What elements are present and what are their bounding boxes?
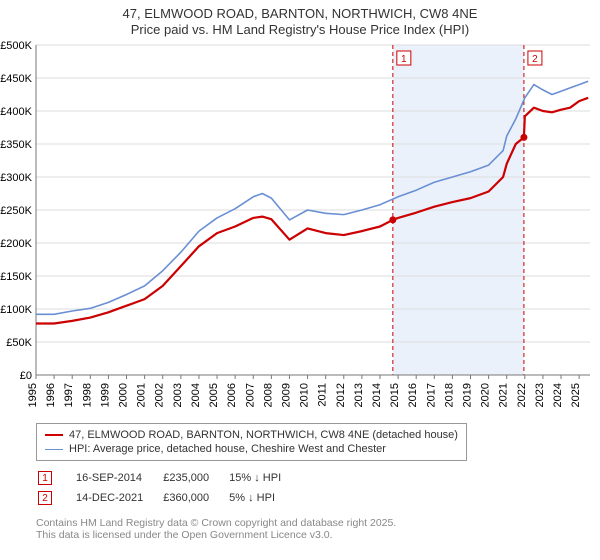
marker-date: 16-SEP-2014 — [76, 469, 161, 487]
chart-titles: 47, ELMWOOD ROAD, BARNTON, NORTHWICH, CW… — [0, 0, 600, 37]
legend-swatch — [45, 434, 63, 436]
x-tick-label: 2002 — [154, 383, 166, 407]
y-tick-label: £100K — [0, 304, 32, 316]
x-tick-label: 2019 — [462, 383, 474, 407]
marker-num-cell: 1 — [38, 469, 74, 487]
x-tick-label: 2012 — [335, 383, 347, 407]
marker-date: 14-DEC-2021 — [76, 489, 161, 507]
legend-box: 47, ELMWOOD ROAD, BARNTON, NORTHWICH, CW… — [36, 423, 467, 461]
x-tick-label: 2017 — [425, 383, 437, 407]
legend-label: HPI: Average price, detached house, Ches… — [69, 443, 386, 455]
marker-delta: 5% ↓ HPI — [229, 489, 299, 507]
x-tick-label: 2007 — [244, 383, 256, 407]
x-tick-label: 1995 — [27, 383, 39, 407]
footer-attribution: Contains HM Land Registry data © Crown c… — [36, 517, 600, 541]
legend-label: 47, ELMWOOD ROAD, BARNTON, NORTHWICH, CW… — [69, 429, 458, 441]
x-tick-label: 2014 — [371, 383, 383, 407]
x-tick-label: 1997 — [63, 383, 75, 407]
x-tick-label: 2003 — [172, 383, 184, 407]
y-tick-label: £300K — [0, 172, 32, 184]
legend-row: 47, ELMWOOD ROAD, BARNTON, NORTHWICH, CW… — [45, 428, 458, 442]
y-tick-label: £500K — [0, 40, 32, 52]
title-line-2: Price paid vs. HM Land Registry's House … — [0, 22, 600, 37]
x-tick-label: 1996 — [45, 383, 57, 407]
footer-line-1: Contains HM Land Registry data © Crown c… — [36, 517, 600, 529]
marker-badge-num: 2 — [532, 54, 538, 65]
x-tick-label: 2000 — [118, 383, 130, 407]
y-tick-label: £0 — [20, 370, 32, 382]
x-tick-label: 2025 — [570, 383, 582, 407]
line-chart-svg: £0 £50K £100K £150K £200K £250K £300K £350K £400… — [0, 37, 600, 417]
chart-area: £0 £50K £100K £150K £200K £250K £300K £350K £400… — [0, 37, 600, 417]
legend-row: HPI: Average price, detached house, Ches… — [45, 442, 458, 456]
marker-sales-table: 1 16-SEP-2014£235,00015% ↓ HPI 2 14-DEC-202… — [36, 467, 301, 509]
x-tick-label: 2015 — [389, 383, 401, 407]
marker-row: 1 16-SEP-2014£235,00015% ↓ HPI — [38, 469, 299, 487]
x-tick-label: 2024 — [552, 383, 564, 407]
x-tick-label: 1999 — [99, 383, 111, 407]
y-tick-label: £50K — [6, 337, 32, 349]
x-tick-label: 2005 — [208, 383, 220, 407]
y-tick-label: £450K — [0, 73, 32, 85]
x-tick-label: 2006 — [226, 383, 238, 407]
marker-row: 2 14-DEC-2021£360,0005% ↓ HPI — [38, 489, 299, 507]
y-tick-label: £250K — [0, 205, 32, 217]
y-tick-label: £400K — [0, 106, 32, 118]
sale-dot — [389, 216, 396, 223]
x-tick-label: 2020 — [480, 383, 492, 407]
marker-num-badge: 1 — [38, 471, 52, 485]
x-tick-label: 2011 — [317, 383, 329, 407]
x-tick-label: 2001 — [136, 383, 148, 407]
marker-badge-num: 1 — [401, 54, 407, 65]
x-tick-label: 1998 — [81, 383, 93, 407]
x-tick-label: 2016 — [407, 383, 419, 407]
x-tick-label: 2010 — [299, 383, 311, 407]
sale-dot — [520, 134, 527, 141]
x-tick-label: 2018 — [443, 383, 455, 407]
marker-price: £360,000 — [163, 489, 227, 507]
x-tick-label: 2013 — [353, 383, 365, 407]
marker-num-cell: 2 — [38, 489, 74, 507]
marker-price: £235,000 — [163, 469, 227, 487]
y-tick-label: £350K — [0, 139, 32, 151]
x-tick-label: 2023 — [534, 383, 546, 407]
x-tick-label: 2004 — [190, 383, 202, 407]
y-tick-label: £200K — [0, 238, 32, 250]
marker-delta: 15% ↓ HPI — [229, 469, 299, 487]
x-tick-label: 2008 — [262, 383, 274, 407]
y-tick-label: £150K — [0, 271, 32, 283]
marker-num-badge: 2 — [38, 491, 52, 505]
footer-line-2: This data is licensed under the Open Gov… — [36, 529, 600, 541]
title-line-1: 47, ELMWOOD ROAD, BARNTON, NORTHWICH, CW… — [0, 6, 600, 21]
x-tick-label: 2009 — [280, 383, 292, 407]
x-tick-label: 2022 — [516, 383, 528, 407]
x-tick-label: 2021 — [498, 383, 510, 407]
legend-swatch — [45, 449, 63, 450]
